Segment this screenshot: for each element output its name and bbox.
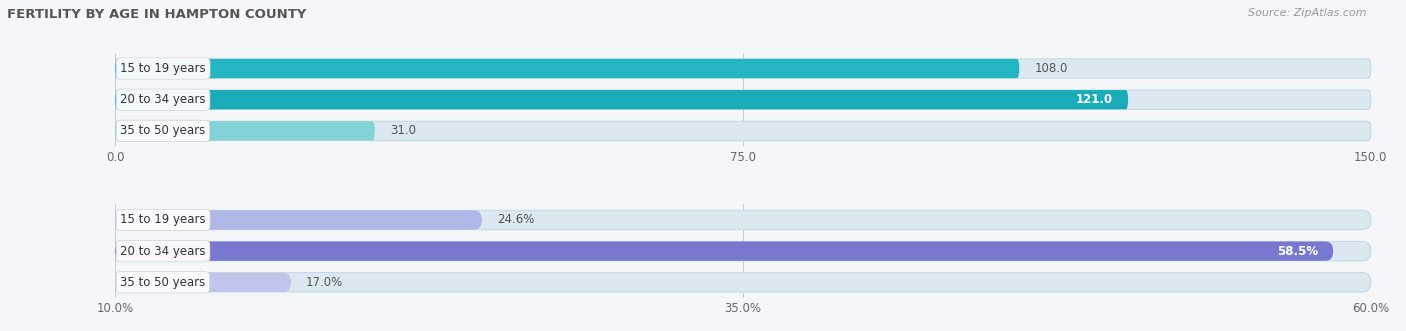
- FancyBboxPatch shape: [115, 121, 375, 141]
- FancyBboxPatch shape: [115, 59, 1019, 78]
- Text: 15 to 19 years: 15 to 19 years: [121, 213, 205, 226]
- Text: 58.5%: 58.5%: [1277, 245, 1317, 258]
- FancyBboxPatch shape: [115, 242, 1371, 261]
- FancyBboxPatch shape: [115, 59, 1371, 78]
- Text: 108.0: 108.0: [1035, 62, 1067, 75]
- Text: 35 to 50 years: 35 to 50 years: [121, 124, 205, 137]
- FancyBboxPatch shape: [115, 90, 1371, 109]
- FancyBboxPatch shape: [115, 210, 482, 230]
- FancyBboxPatch shape: [115, 273, 291, 292]
- Text: 20 to 34 years: 20 to 34 years: [121, 245, 205, 258]
- Text: 17.0%: 17.0%: [307, 276, 343, 289]
- Text: 15 to 19 years: 15 to 19 years: [121, 62, 205, 75]
- FancyBboxPatch shape: [115, 273, 1371, 292]
- FancyBboxPatch shape: [115, 242, 1333, 261]
- FancyBboxPatch shape: [115, 121, 1371, 141]
- Text: 121.0: 121.0: [1076, 93, 1114, 106]
- FancyBboxPatch shape: [115, 90, 1128, 109]
- Text: 31.0: 31.0: [389, 124, 416, 137]
- Text: 24.6%: 24.6%: [496, 213, 534, 226]
- Text: 35 to 50 years: 35 to 50 years: [121, 276, 205, 289]
- Text: FERTILITY BY AGE IN HAMPTON COUNTY: FERTILITY BY AGE IN HAMPTON COUNTY: [7, 8, 307, 21]
- Text: Source: ZipAtlas.com: Source: ZipAtlas.com: [1249, 8, 1367, 18]
- Text: 20 to 34 years: 20 to 34 years: [121, 93, 205, 106]
- FancyBboxPatch shape: [115, 210, 1371, 230]
